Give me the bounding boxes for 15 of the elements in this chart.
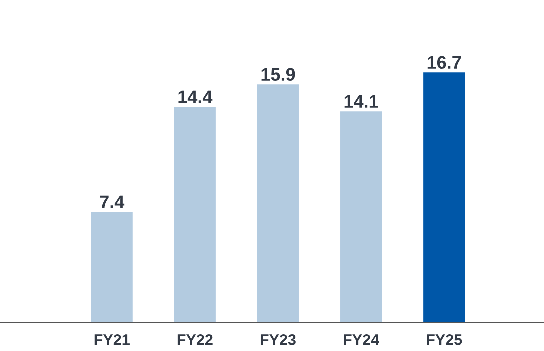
bar bbox=[174, 107, 216, 323]
x-tick-label: FY23 bbox=[260, 334, 296, 346]
data-label: 14.1 bbox=[344, 95, 378, 108]
bar bbox=[424, 72, 466, 323]
data-label: 7.4 bbox=[100, 196, 125, 208]
data-label: 14.4 bbox=[178, 90, 213, 104]
bar bbox=[257, 84, 299, 323]
x-tick-label: FY22 bbox=[178, 334, 213, 346]
bar bbox=[340, 112, 382, 323]
bar bbox=[91, 212, 133, 323]
data-label: 15.9 bbox=[262, 68, 296, 82]
x-tick-label: FY24 bbox=[344, 334, 380, 346]
data-label: 16.7 bbox=[428, 56, 462, 70]
x-tick-label: FY25 bbox=[427, 334, 462, 346]
x-tick-label: FY21 bbox=[94, 334, 130, 346]
